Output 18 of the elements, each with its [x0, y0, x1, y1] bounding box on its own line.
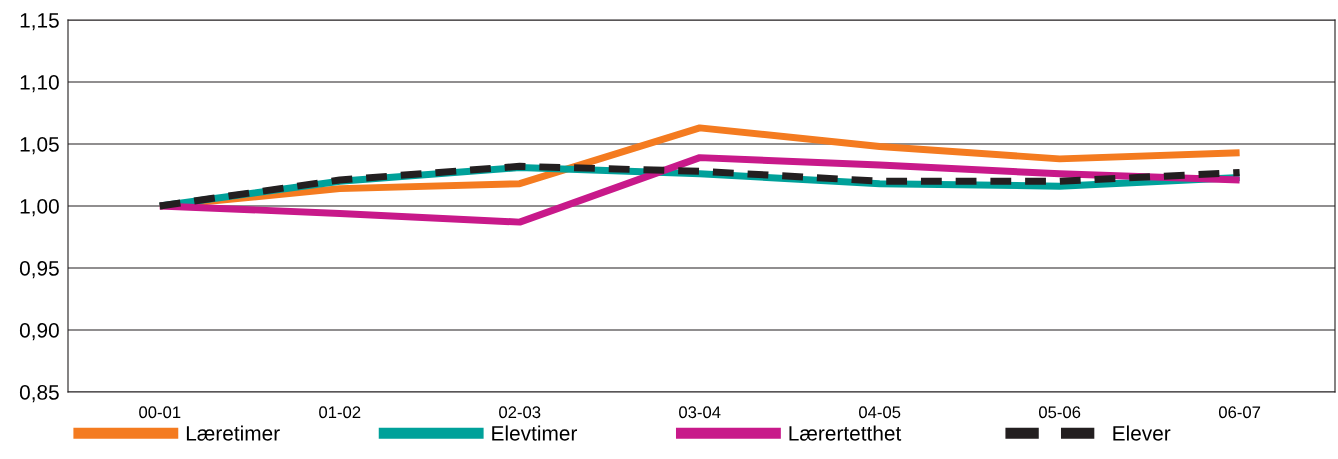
y-tick-label: 1,00 — [20, 199, 59, 217]
x-tick-label: 03-04 — [679, 406, 721, 419]
x-tick-label: 05-06 — [1038, 406, 1081, 419]
legend-label: Læretimer — [186, 425, 280, 441]
y-tick-label: 0,85 — [19, 385, 59, 403]
legend-label: Lærertetthet — [789, 425, 902, 441]
y-tick-label: 1,10 — [20, 75, 59, 93]
x-tick-label: 06-07 — [1218, 406, 1261, 419]
x-tick-label: 00-01 — [139, 406, 181, 419]
y-tick-label: 1,05 — [20, 137, 59, 155]
y-tick-label: 0,90 — [19, 323, 59, 341]
x-tick-label: 04-05 — [859, 406, 901, 419]
x-tick-label: 01-02 — [319, 406, 361, 419]
legend-label: Elever — [1113, 425, 1171, 441]
y-tick-label: 1,15 — [20, 13, 59, 31]
y-tick-label: 0,95 — [19, 261, 59, 279]
legend-label: Elevtimer — [492, 425, 578, 441]
x-tick-label: 02-03 — [499, 406, 541, 419]
